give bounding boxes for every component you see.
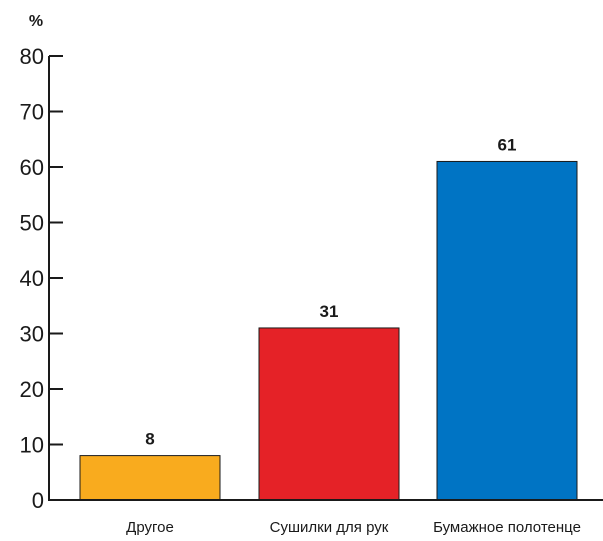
- y-tick-label: 80: [20, 44, 44, 69]
- category-label: Другое: [126, 519, 174, 536]
- bar-2: [258, 327, 400, 501]
- category-label: Бумажное полотенце: [433, 519, 581, 536]
- value-labels: 8 31 61: [145, 135, 516, 448]
- bar-3: [436, 160, 578, 501]
- category-labels: Другое Сушилки для рук Бумажное полотенце: [126, 519, 581, 536]
- category-label: Сушилки для рук: [270, 519, 389, 536]
- y-tick-label: 50: [20, 211, 44, 236]
- y-tick-label: 70: [20, 100, 44, 125]
- y-tick-label: 40: [20, 266, 44, 291]
- y-tick-label: 20: [20, 377, 44, 402]
- value-label: 31: [320, 302, 339, 321]
- y-tick-label: 30: [20, 322, 44, 347]
- value-label: 61: [498, 135, 517, 154]
- y-tick-label: 60: [20, 155, 44, 180]
- bar-1: [79, 455, 221, 501]
- value-label: 8: [145, 430, 154, 449]
- y-axis-unit-label: %: [29, 13, 43, 30]
- y-axis-ticks: 0 10 20 30 40 50 60 70 80: [20, 44, 63, 513]
- y-tick-label: 10: [20, 433, 44, 458]
- bars: [79, 160, 578, 501]
- y-tick-label: 0: [32, 488, 44, 513]
